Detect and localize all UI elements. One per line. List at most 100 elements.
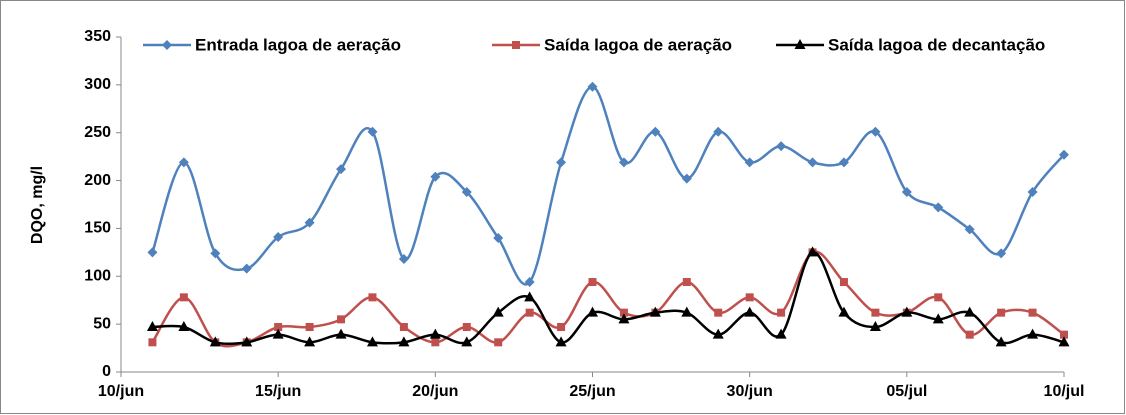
data-point (210, 248, 221, 259)
data-point (209, 336, 221, 347)
data-point (650, 126, 661, 137)
x-tick-label: 25/jun (569, 383, 615, 400)
y-axis-title: DQO, mg/l (29, 166, 46, 244)
data-point (178, 321, 190, 332)
data-point (807, 246, 819, 257)
data-point (241, 263, 252, 274)
data-point (807, 157, 818, 168)
data-point (179, 293, 188, 302)
data-point (398, 254, 409, 265)
data-point (997, 308, 1006, 317)
data-point (838, 157, 849, 168)
data-point (839, 278, 848, 287)
data-point (272, 328, 284, 339)
data-point (336, 164, 347, 175)
x-tick-label: 30/jun (727, 383, 773, 400)
data-point (524, 277, 535, 288)
data-point (492, 306, 504, 317)
y-tick-label: 150 (84, 220, 111, 237)
data-point (1060, 330, 1068, 339)
data-point (618, 313, 630, 324)
data-point (587, 81, 598, 92)
data-point (838, 306, 850, 317)
x-tick-label: 05/jul (886, 383, 927, 400)
data-point (712, 328, 724, 339)
data-point (1027, 187, 1038, 198)
legend-label: Entrada lagoa de aeração (195, 35, 401, 54)
x-tick-label: 15/jun (255, 383, 301, 400)
data-point (178, 157, 189, 168)
data-point (777, 308, 786, 317)
data-point (776, 141, 787, 152)
data-point (619, 308, 628, 317)
data-point (713, 126, 724, 137)
data-point (964, 224, 975, 235)
data-point (430, 171, 441, 182)
data-point (745, 293, 754, 302)
data-point (775, 328, 787, 339)
legend-marker (162, 40, 172, 50)
data-point (869, 321, 881, 332)
data-point (996, 248, 1007, 259)
data-point (367, 126, 378, 137)
data-point (241, 336, 253, 347)
legend-marker (512, 41, 520, 49)
data-point (462, 323, 471, 332)
data-point (146, 321, 158, 332)
data-point (304, 336, 316, 347)
data-point (304, 217, 315, 228)
y-tick-label: 250 (84, 124, 111, 141)
data-point (494, 338, 503, 347)
data-point (681, 173, 692, 184)
data-point (148, 338, 157, 347)
data-point (461, 336, 473, 347)
data-point (682, 278, 691, 287)
data-point (588, 278, 597, 287)
data-point (525, 308, 534, 317)
data-point (1058, 336, 1070, 347)
data-point (305, 323, 314, 332)
data-point (714, 308, 723, 317)
data-point (744, 157, 755, 168)
data-point (429, 328, 441, 339)
data-point (493, 233, 504, 243)
data-point (618, 157, 629, 168)
data-point (932, 313, 944, 324)
data-point (555, 336, 567, 347)
x-tick-label: 10/jun (98, 383, 144, 400)
data-point (366, 336, 378, 347)
data-point (368, 293, 377, 302)
data-point (1059, 149, 1069, 160)
data-point (934, 293, 943, 302)
y-tick-label: 0 (102, 363, 111, 380)
y-tick-label: 50 (93, 315, 111, 332)
data-point (871, 308, 880, 317)
data-point (431, 338, 440, 347)
data-point (556, 157, 567, 168)
data-point (995, 336, 1007, 347)
legend-marker (794, 39, 806, 49)
x-tick-label: 10/jul (1044, 383, 1085, 400)
data-point (399, 323, 408, 332)
y-tick-label: 100 (84, 268, 111, 285)
legend-label: Saída lagoa de decantação (828, 35, 1045, 54)
data-point (901, 306, 913, 317)
data-point (1028, 308, 1037, 317)
y-tick-label: 200 (84, 172, 111, 189)
data-point (870, 126, 881, 137)
data-point (964, 306, 976, 317)
data-point (681, 306, 693, 317)
y-tick-label: 350 (84, 28, 111, 45)
y-tick-label: 300 (84, 76, 111, 93)
data-point (524, 291, 536, 302)
data-point (337, 315, 346, 324)
x-tick-label: 20/jun (412, 383, 458, 400)
data-point (274, 323, 283, 332)
data-point (965, 330, 974, 339)
data-point (933, 202, 944, 213)
data-point (398, 336, 410, 347)
data-point (147, 247, 158, 258)
data-point (335, 328, 347, 339)
